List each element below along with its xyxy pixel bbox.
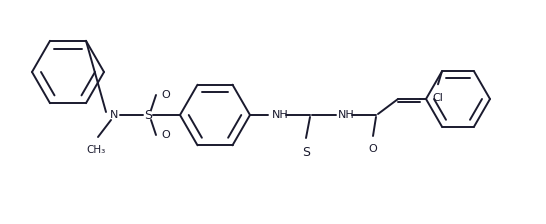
- Text: O: O: [161, 130, 170, 140]
- Text: S: S: [302, 146, 310, 159]
- Text: O: O: [369, 144, 377, 154]
- Text: O: O: [161, 90, 170, 100]
- Text: NH: NH: [272, 110, 289, 120]
- Text: CH₃: CH₃: [86, 145, 105, 155]
- Text: NH: NH: [338, 110, 355, 120]
- Text: Cl: Cl: [432, 93, 443, 103]
- Text: N: N: [110, 110, 118, 120]
- Text: S: S: [144, 108, 152, 121]
